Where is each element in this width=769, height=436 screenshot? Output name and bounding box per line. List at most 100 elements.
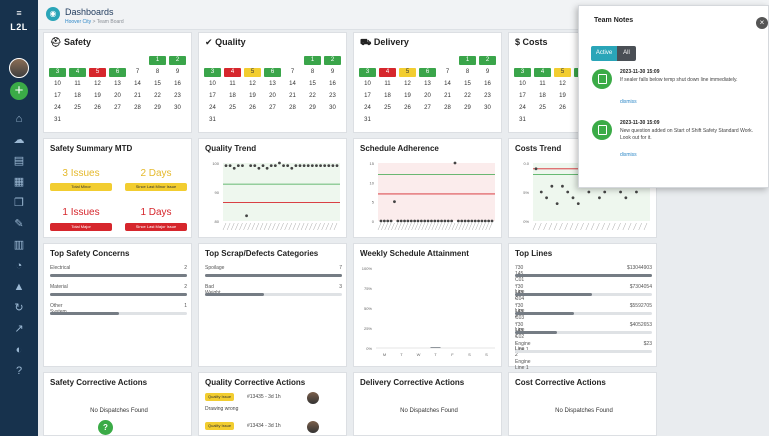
calendar-day[interactable]: 6: [264, 68, 281, 77]
data-point[interactable]: [443, 219, 447, 223]
data-point[interactable]: [269, 164, 273, 168]
calendar-day[interactable]: 21: [289, 93, 296, 99]
assignee-avatar[interactable]: [307, 392, 319, 404]
calendar-day[interactable]: 23: [484, 93, 491, 99]
data-point[interactable]: [399, 219, 403, 223]
menu-icon[interactable]: ≡: [16, 8, 22, 18]
calendar-icon[interactable]: ▦: [13, 176, 25, 188]
calendar-day[interactable]: 12: [94, 81, 101, 87]
data-point[interactable]: [467, 219, 470, 223]
calendar-day[interactable]: 10: [519, 81, 526, 87]
calendar-day[interactable]: 24: [364, 105, 371, 111]
calendar-day[interactable]: 21: [444, 93, 451, 99]
data-point[interactable]: [576, 202, 580, 205]
calendar-day[interactable]: 23: [174, 93, 181, 99]
data-point[interactable]: [550, 184, 554, 188]
data-point[interactable]: [232, 166, 236, 170]
bar-fill[interactable]: [515, 274, 652, 277]
data-point[interactable]: [393, 200, 396, 204]
data-point[interactable]: [261, 164, 265, 168]
data-point[interactable]: [331, 164, 335, 168]
calendar-day[interactable]: 17: [519, 93, 526, 99]
calendar-day[interactable]: 30: [174, 105, 181, 111]
data-point[interactable]: [379, 219, 383, 223]
data-point[interactable]: [409, 219, 413, 223]
calendar-day[interactable]: 1: [459, 56, 476, 65]
data-point[interactable]: [257, 166, 261, 170]
data-point[interactable]: [335, 164, 339, 168]
data-point[interactable]: [245, 214, 248, 218]
calendar-day[interactable]: 26: [559, 105, 566, 111]
data-point[interactable]: [598, 196, 601, 200]
sidebar-logo[interactable]: ≡ L2L: [6, 8, 32, 32]
assignee-avatar[interactable]: [307, 421, 319, 433]
calendar-day[interactable]: 9: [485, 69, 490, 75]
calendar-day[interactable]: 13: [269, 81, 276, 87]
calendar-day[interactable]: 16: [329, 81, 336, 87]
calendar-day[interactable]: 17: [364, 93, 371, 99]
calendar-day[interactable]: 9: [330, 69, 335, 75]
calendar-day[interactable]: 11: [229, 81, 236, 87]
data-point[interactable]: [323, 164, 327, 168]
calendar-day[interactable]: 25: [229, 105, 236, 111]
data-point[interactable]: [473, 219, 477, 223]
data-point[interactable]: [603, 190, 607, 194]
data-point[interactable]: [624, 196, 628, 200]
calendar-day[interactable]: 23: [329, 93, 336, 99]
calendar-day[interactable]: 17: [209, 93, 216, 99]
bar-fill[interactable]: [515, 312, 574, 315]
data-point[interactable]: [310, 164, 314, 168]
calendar-day[interactable]: 6: [419, 68, 436, 77]
delivery-panel[interactable]: ⛟ Delivery 1 2 3 4 5 6 7 8 9 10 11 12 13 14 15 16 17 18 19…: [353, 32, 502, 133]
data-point[interactable]: [555, 202, 559, 205]
calendar-day[interactable]: 18: [539, 93, 546, 99]
data-point[interactable]: [306, 164, 310, 168]
user-avatar[interactable]: [9, 58, 29, 78]
calendar-day[interactable]: 2: [324, 56, 341, 65]
cloud-icon[interactable]: ☁: [13, 134, 25, 146]
cost-ca-panel[interactable]: Cost Corrective Actions No Dispatches Fo…: [508, 372, 657, 436]
calendar-day[interactable]: 22: [464, 93, 471, 99]
safety-ca-help-button[interactable]: ?: [98, 420, 113, 435]
calendar-day[interactable]: 13: [114, 81, 121, 87]
bar-fill[interactable]: [50, 312, 119, 315]
data-point[interactable]: [450, 219, 454, 223]
calendar-day[interactable]: 7: [135, 69, 140, 75]
calendar-day[interactable]: 18: [74, 93, 81, 99]
bar-fill[interactable]: [515, 331, 558, 334]
calendar-day[interactable]: 31: [54, 117, 61, 123]
top-safety-panel[interactable]: Top Safety Concerns Electrical 2 Material 2…: [43, 243, 192, 367]
data-point[interactable]: [423, 219, 427, 223]
data-point[interactable]: [566, 190, 570, 194]
data-point[interactable]: [249, 164, 253, 168]
calendar-day[interactable]: 12: [404, 81, 411, 87]
data-point[interactable]: [241, 164, 244, 168]
data-point[interactable]: [386, 219, 390, 223]
data-point[interactable]: [539, 190, 543, 194]
data-point[interactable]: [315, 164, 318, 168]
data-point[interactable]: [436, 219, 440, 223]
calendar-day[interactable]: 31: [519, 117, 526, 123]
calendar-day[interactable]: 26: [404, 105, 411, 111]
wrench-icon[interactable]: ✎: [14, 218, 24, 230]
calendar-day[interactable]: 17: [54, 93, 61, 99]
calendar-day[interactable]: 21: [134, 93, 141, 99]
quality-trend-panel[interactable]: Quality Trend 100 90 80: [198, 138, 347, 238]
calendar-day[interactable]: 8: [465, 69, 470, 75]
gauge-icon[interactable]: ◔: [15, 260, 23, 272]
calendar-day[interactable]: 3: [49, 68, 66, 77]
calendar-day[interactable]: 30: [329, 105, 336, 111]
calendar-day[interactable]: 3: [204, 68, 221, 77]
calendar-day[interactable]: 27: [424, 105, 431, 111]
weekly-schedule-panel[interactable]: Weekly Schedule Attainment 100% 75% 50% 25%…: [353, 243, 502, 367]
calendar-day[interactable]: 5: [399, 68, 416, 77]
data-point[interactable]: [265, 166, 269, 170]
calendar-day[interactable]: 24: [54, 105, 61, 111]
data-point[interactable]: [406, 219, 410, 223]
calendar-day[interactable]: 31: [364, 117, 371, 123]
data-point[interactable]: [278, 161, 281, 165]
calendar-day[interactable]: 7: [290, 69, 295, 75]
data-point[interactable]: [480, 219, 484, 223]
palette-icon[interactable]: ◐: [15, 344, 23, 356]
dismiss-link[interactable]: dismiss: [620, 152, 637, 158]
